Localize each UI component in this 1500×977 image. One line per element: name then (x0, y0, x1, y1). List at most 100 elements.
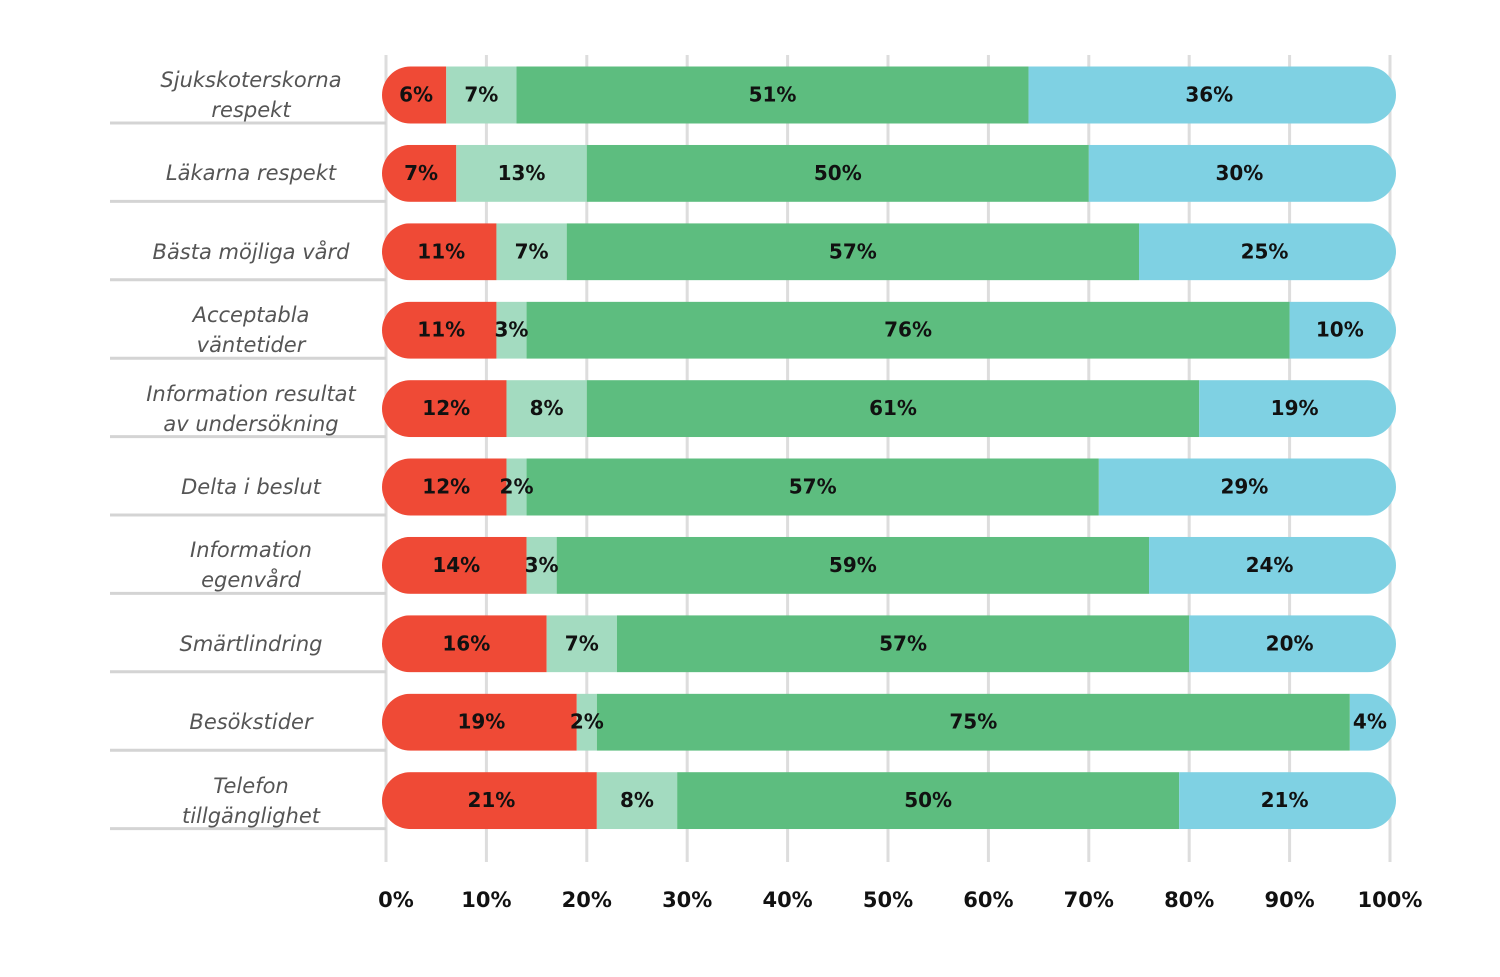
category-label: Delta i beslut (181, 475, 321, 499)
bar-segment (596, 772, 678, 830)
x-tick-label: 10% (461, 888, 511, 912)
bar-segment (382, 301, 497, 359)
value-label: 3% (495, 318, 529, 342)
bar-segment (526, 536, 557, 594)
bar-segment (566, 223, 1139, 281)
x-tick-label: 0% (378, 888, 414, 912)
value-label: 12% (422, 475, 470, 499)
value-label: 24% (1246, 553, 1294, 577)
value-label: 51% (749, 83, 797, 107)
bar-segment (456, 144, 587, 202)
bar-segment (1179, 772, 1396, 830)
value-label: 50% (904, 788, 952, 812)
bar-segment (677, 772, 1180, 830)
bar-segment (596, 693, 1350, 751)
value-label: 2% (500, 475, 534, 499)
value-label: 57% (829, 239, 877, 263)
value-label: 30% (1215, 161, 1263, 185)
bar-segment (382, 772, 597, 830)
bar-segment (586, 380, 1200, 438)
value-label: 4% (1353, 710, 1387, 734)
bar-segment (382, 144, 457, 202)
category-label: Besökstider (189, 710, 313, 735)
bar-segment (382, 615, 547, 673)
category-label: Läkarna respekt (165, 161, 337, 186)
value-label: 19% (1271, 396, 1319, 420)
value-label: 2% (570, 710, 604, 734)
category-label: Acceptabla väntetider (192, 303, 310, 358)
value-label: 36% (1185, 83, 1233, 107)
bar-segment (1139, 223, 1396, 281)
x-tick-label: 60% (963, 888, 1013, 912)
bar-segment (496, 301, 527, 359)
bar-segment (1098, 458, 1396, 516)
value-label: 7% (404, 161, 438, 185)
value-label: 29% (1220, 475, 1268, 499)
value-label: 10% (1316, 318, 1364, 342)
bar-segment (382, 223, 497, 281)
category-label: Bästa möjliga vård (152, 239, 350, 264)
bar-segment (1088, 144, 1396, 202)
bar-row (382, 66, 1396, 124)
value-label: 7% (565, 631, 599, 655)
value-label: 11% (417, 318, 465, 342)
bar-segment (382, 458, 507, 516)
bar-row (382, 536, 1396, 594)
x-tick-label: 20% (562, 888, 612, 912)
value-label: 20% (1266, 631, 1314, 655)
value-label: 8% (530, 396, 564, 420)
bar-segment (446, 66, 517, 124)
bar-segment (526, 458, 1099, 516)
bar-segment (382, 536, 527, 594)
value-label: 21% (1261, 788, 1309, 812)
bar-row (382, 301, 1396, 359)
bar-segment (1028, 66, 1396, 124)
x-tick-label: 80% (1164, 888, 1214, 912)
bar-row (382, 772, 1396, 830)
value-label: 19% (457, 710, 505, 734)
value-label: 11% (417, 239, 465, 263)
x-tick-label: 50% (863, 888, 913, 912)
bar-segment (1149, 536, 1396, 594)
bar-segment (546, 615, 617, 673)
bar-row (382, 693, 1396, 751)
x-tick-label: 40% (762, 888, 812, 912)
value-label: 61% (869, 396, 917, 420)
x-tick-label: 30% (662, 888, 712, 912)
value-label: 12% (422, 396, 470, 420)
value-label: 7% (464, 83, 498, 107)
value-label: 59% (829, 553, 877, 577)
bar-segment (506, 380, 587, 438)
category-label: Smärtlindring (179, 631, 323, 656)
value-label: 21% (467, 788, 515, 812)
bar-segment (556, 536, 1150, 594)
value-label: 14% (432, 553, 480, 577)
bar-segment (526, 301, 1290, 359)
value-label: 7% (515, 239, 549, 263)
category-label: Information egenvård (190, 538, 312, 593)
category-label: Telefon tillgänglighet (181, 773, 321, 828)
value-label: 13% (498, 161, 546, 185)
bar-segment (1289, 301, 1396, 359)
bar-segment (616, 615, 1190, 673)
bar-segment (516, 66, 1029, 124)
bar-row (382, 144, 1396, 202)
bar-segment (496, 223, 567, 281)
bar-segment (586, 144, 1089, 202)
bar-segment (382, 380, 507, 438)
bar-segment (382, 66, 447, 124)
bar-segment (576, 693, 597, 751)
category-label: Information resultat av undersökning (146, 381, 356, 436)
value-label: 16% (442, 631, 490, 655)
bar-row (382, 615, 1396, 673)
value-label: 50% (814, 161, 862, 185)
x-tick-label: 70% (1064, 888, 1114, 912)
bar-segment (382, 693, 577, 751)
bar-segment (506, 458, 527, 516)
value-label: 57% (879, 631, 927, 655)
bar-row (382, 380, 1396, 438)
bar-segment (1199, 380, 1396, 438)
bar-row (382, 223, 1396, 281)
